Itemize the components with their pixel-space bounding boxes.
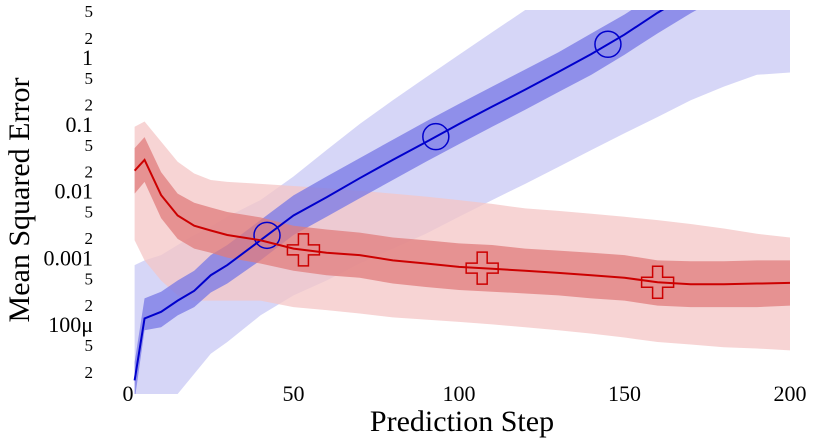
- y-tick-label: 2: [85, 363, 94, 382]
- y-tick-label: 1: [82, 45, 93, 70]
- line: [133, 10, 665, 381]
- y-tick-label: 2: [85, 29, 94, 48]
- marker: [286, 233, 321, 267]
- y-tick-label: 5: [85, 269, 94, 288]
- y-tick-label: 2: [85, 162, 94, 181]
- x-tick-label: 100: [443, 381, 476, 406]
- y-tick-label: 5: [85, 136, 94, 155]
- line: [133, 158, 790, 286]
- plot-area: [133, 10, 790, 394]
- y-tick-label: 2: [85, 296, 94, 315]
- y-tick-label: 5: [85, 2, 94, 21]
- x-tick-label: 50: [283, 381, 305, 406]
- y-tick-label: 2: [85, 96, 94, 115]
- y-tick-label: 0.01: [55, 179, 94, 204]
- marker: [422, 122, 450, 151]
- y-tick-label: 5: [85, 336, 94, 355]
- marker: [594, 30, 622, 59]
- y-tick-label: 5: [85, 203, 94, 222]
- x-tick-label: 200: [774, 381, 807, 406]
- y-axis-label: Mean Squared Error: [3, 78, 36, 323]
- y-tick-label: 0.1: [66, 112, 94, 137]
- y-tick-label: 100μ: [48, 312, 93, 337]
- y-tick-label: 2: [85, 229, 94, 248]
- x-tick-label: 150: [608, 381, 641, 406]
- marker: [253, 221, 281, 250]
- y-tick-label: 0.001: [44, 245, 94, 270]
- marker: [640, 265, 675, 300]
- marker: [465, 251, 499, 285]
- x-axis-label: Prediction Step: [370, 405, 554, 438]
- x-tick-label: 0: [123, 381, 134, 406]
- y-tick-label: 5: [85, 69, 94, 88]
